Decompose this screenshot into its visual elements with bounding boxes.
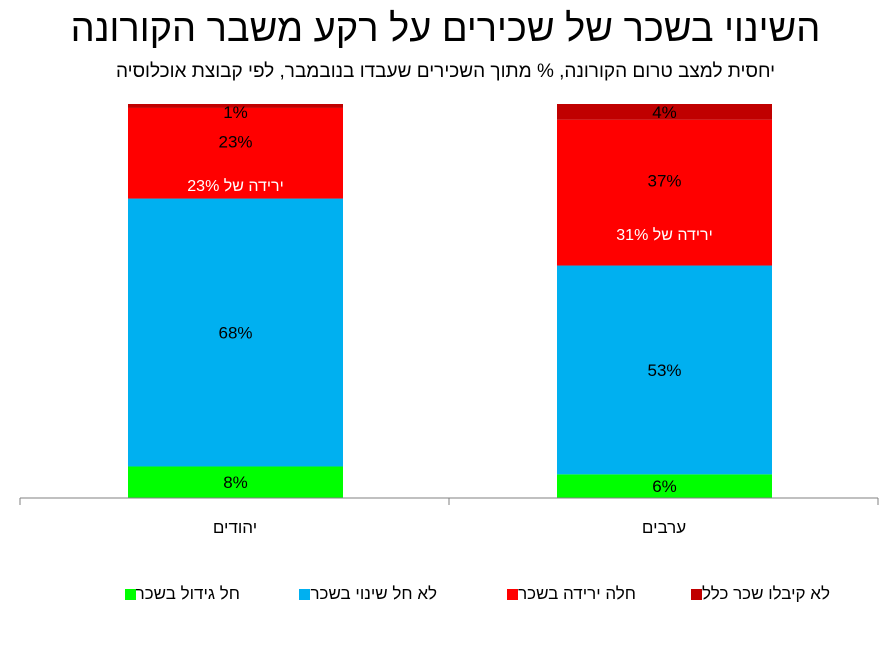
legend-label: לא חל שינוי בשכר: [310, 584, 437, 603]
data-label: 8%: [223, 473, 248, 492]
bar-segment: [557, 104, 772, 120]
bar-segment: [557, 265, 772, 475]
chart-subtitle: יחסית למצב טרום הקורונה, % מתוך השכירים …: [115, 61, 776, 82]
chart-legend: חל גידול בשכר לא חל שינוי בשכר חלה ירידה ב…: [60, 582, 840, 606]
legend-label: חל גידול בשכר: [135, 584, 240, 603]
bar-segment: [128, 466, 343, 498]
legend-swatch: [690, 588, 702, 600]
legend-label: חלה ירידה בשכר: [518, 584, 636, 603]
legend-swatch: [299, 588, 311, 600]
data-label: 23%: [218, 132, 252, 151]
bar-segment: [557, 119, 772, 266]
legend-swatch: [507, 588, 519, 600]
bar-segment: [557, 474, 772, 498]
bar-segment: [128, 104, 343, 108]
legend-item: לא חל שינוי בשכר: [291, 582, 437, 606]
legend-item: חלה ירידה בשכר: [499, 582, 636, 606]
legend-swatch: [124, 588, 136, 600]
legend-item: חל גידול בשכר: [117, 582, 240, 606]
data-label: 68%: [218, 324, 252, 343]
category-label: יהודים: [213, 518, 257, 537]
data-label: 1%: [223, 103, 248, 122]
annotation-label: ירידה של 23%: [187, 177, 283, 195]
data-label: 37%: [647, 172, 681, 191]
data-label: 53%: [647, 361, 681, 380]
chart-title: השינוי בשכר של שכירים על רקע משבר הקורונ…: [70, 8, 821, 50]
bar-segment: [128, 198, 343, 467]
legend-item: לא קיבלו שכר כלל: [683, 582, 830, 606]
annotation-label: ירידה של 31%: [616, 226, 712, 244]
legend-label: לא קיבלו שכר כלל: [701, 584, 830, 603]
data-label: 4%: [652, 103, 677, 122]
data-label: 6%: [652, 477, 677, 496]
bar-segment: [128, 107, 343, 199]
category-label: ערבים: [642, 518, 686, 537]
